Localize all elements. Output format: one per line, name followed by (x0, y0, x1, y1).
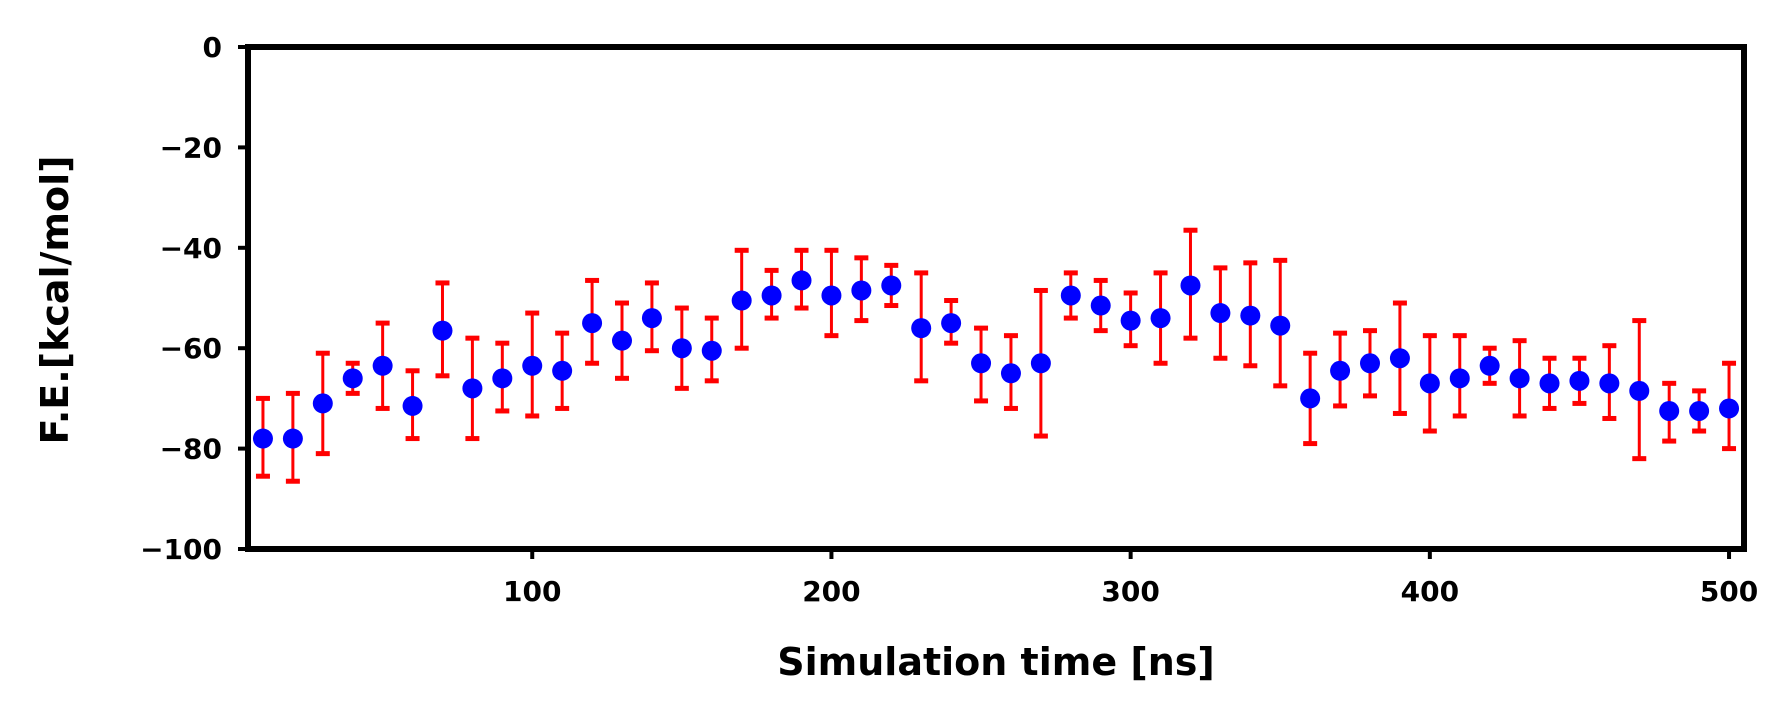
x-tick-label: 400 (1401, 575, 1459, 608)
data-point (1300, 388, 1321, 409)
data-point (1240, 305, 1261, 326)
data-point (731, 290, 752, 311)
data-point (1659, 400, 1680, 421)
data-point (971, 353, 992, 374)
data-point (522, 355, 543, 376)
data-point (1150, 308, 1171, 329)
x-tick-label: 200 (802, 575, 860, 608)
data-point (1539, 373, 1560, 394)
data-point (282, 428, 303, 449)
error-bars (255, 227, 1737, 484)
x-tick-label: 500 (1700, 575, 1758, 608)
data-point (881, 275, 902, 296)
data-point (582, 313, 603, 334)
y-tick-label: −80 (160, 433, 222, 466)
data-point (1120, 310, 1141, 331)
data-point (1599, 373, 1620, 394)
x-axis-label: Simulation time [ns] (777, 640, 1214, 684)
plot-frame (245, 44, 1747, 552)
x-axis-ticks: 100 200 300 400 500 (503, 549, 1758, 608)
y-axis-ticks: 0 −20 −40 −60 −80 −100 (140, 31, 248, 566)
data-point (641, 308, 662, 329)
data-point (1270, 315, 1291, 336)
data-point (1060, 285, 1081, 306)
data-point (1689, 400, 1710, 421)
data-point (1419, 373, 1440, 394)
data-point (821, 285, 842, 306)
data-point (1719, 398, 1740, 419)
y-tick-label: −40 (160, 232, 222, 265)
y-tick-label: −20 (160, 131, 222, 164)
data-point (1479, 355, 1500, 376)
data-point (1330, 360, 1351, 381)
data-point (612, 330, 632, 351)
data-point (941, 313, 962, 334)
data-point (1389, 348, 1410, 369)
x-tick-label: 100 (503, 575, 561, 608)
data-point (432, 320, 453, 341)
data-point (1000, 363, 1021, 384)
data-point (851, 280, 872, 301)
data-point (1030, 353, 1051, 374)
data-point (1569, 370, 1590, 391)
x-tick-label: 300 (1101, 575, 1159, 608)
data-point (1180, 275, 1201, 296)
data-point (462, 378, 483, 399)
y-tick-label: −100 (140, 533, 222, 566)
data-point (1449, 368, 1470, 389)
data-point (701, 340, 722, 361)
data-point (761, 285, 782, 306)
data-point (671, 338, 692, 359)
data-point (492, 368, 513, 389)
data-point (791, 270, 812, 291)
data-point (312, 393, 333, 414)
data-point (1090, 295, 1111, 316)
data-point (1629, 380, 1650, 401)
data-point (342, 368, 363, 389)
data-point (1509, 368, 1530, 389)
data-point (1210, 303, 1231, 324)
data-point (252, 428, 273, 449)
y-tick-label: 0 (203, 31, 222, 64)
data-point (552, 360, 573, 381)
data-point (911, 318, 932, 339)
y-axis-label: F.E.[kcal/mol] (33, 155, 77, 444)
data-point (1360, 353, 1380, 374)
data-points (252, 270, 1740, 449)
data-point (372, 355, 393, 376)
y-tick-label: −60 (160, 332, 222, 365)
data-point (402, 395, 423, 416)
